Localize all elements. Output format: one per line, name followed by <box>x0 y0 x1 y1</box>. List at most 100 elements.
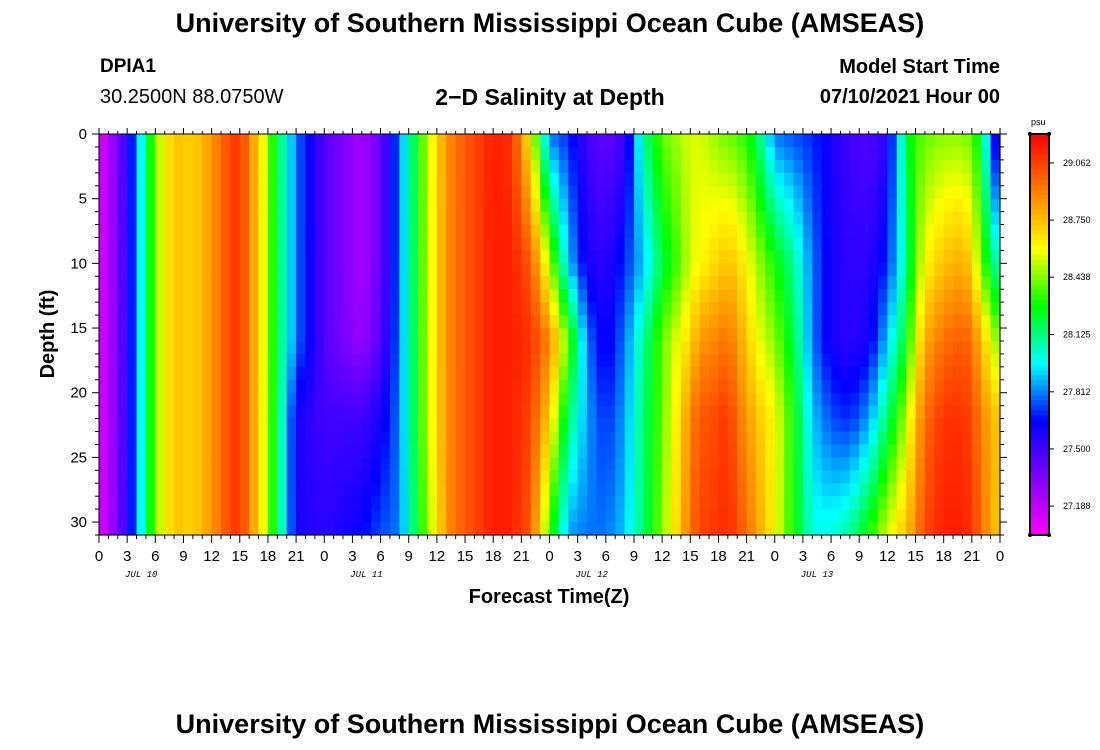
heatmap-cell <box>624 379 635 394</box>
heatmap-cell <box>633 134 644 148</box>
y-tick-label: 20 <box>70 385 87 402</box>
heatmap-cell <box>859 302 870 316</box>
heatmap-cell <box>249 146 260 161</box>
heatmap-cell <box>690 211 701 226</box>
heatmap-cell <box>465 134 476 148</box>
heatmap-cell <box>239 159 250 174</box>
heatmap-cell <box>699 457 710 471</box>
heatmap-cell <box>258 392 269 407</box>
heatmap-cell <box>924 431 935 446</box>
heatmap-cell <box>277 289 288 303</box>
heatmap-cell <box>380 431 391 446</box>
heatmap-cell <box>474 366 485 381</box>
heatmap-cell <box>652 172 663 187</box>
heatmap-cell <box>418 353 429 368</box>
heatmap-cell <box>117 418 128 433</box>
heatmap-cell <box>333 185 344 200</box>
heatmap-cell <box>408 353 419 368</box>
heatmap-cell <box>277 366 288 381</box>
heatmap-cell <box>906 379 917 394</box>
heatmap-cell <box>699 224 710 239</box>
heatmap-cell <box>183 172 194 187</box>
heatmap-cell <box>136 263 147 277</box>
heatmap-cell <box>436 237 447 252</box>
heatmap-cell <box>296 172 307 187</box>
heatmap-cell <box>117 457 128 471</box>
heatmap-cell <box>502 418 513 433</box>
colorbar-segment <box>1030 479 1049 486</box>
heatmap-cell <box>155 276 166 290</box>
footer-title: University of Southern Mississippi Ocean… <box>175 709 925 739</box>
heatmap-cell <box>990 250 1001 264</box>
heatmap-cell <box>145 418 156 433</box>
heatmap-cell <box>314 134 325 148</box>
heatmap-cell <box>389 483 400 497</box>
heatmap-cell <box>793 237 804 252</box>
heatmap-cell <box>267 159 278 174</box>
heatmap-cell <box>558 172 569 187</box>
heatmap-cell <box>943 340 954 355</box>
heatmap-cell <box>455 522 466 536</box>
heatmap-cell <box>127 483 138 497</box>
heatmap-cell <box>249 418 260 433</box>
heatmap-cell <box>258 250 269 264</box>
heatmap-cell <box>343 185 354 200</box>
heatmap-cell <box>249 509 260 523</box>
heatmap-cell <box>296 263 307 277</box>
heatmap-cell <box>549 250 560 264</box>
heatmap-cell <box>314 483 325 497</box>
heatmap-cell <box>624 250 635 264</box>
heatmap-cell <box>840 470 851 484</box>
heatmap-cell <box>558 146 569 161</box>
heatmap-cell <box>765 237 776 252</box>
heatmap-cell <box>183 211 194 226</box>
heatmap-cell <box>436 522 447 536</box>
heatmap-cell <box>906 198 917 213</box>
heatmap-cell <box>859 405 870 420</box>
heatmap-cell <box>446 172 457 187</box>
heatmap-cell <box>915 276 926 290</box>
heatmap-cell <box>474 444 485 458</box>
heatmap-cell <box>755 353 766 368</box>
heatmap-cell <box>427 211 438 226</box>
heatmap-cell <box>136 366 147 381</box>
heatmap-cell <box>145 237 156 252</box>
heatmap-cell <box>971 470 982 484</box>
heatmap-cell <box>868 185 879 200</box>
heatmap-cell <box>821 470 832 484</box>
heatmap-cell <box>324 198 335 213</box>
heatmap-cell <box>596 146 607 161</box>
heatmap-cell <box>831 470 842 484</box>
heatmap-cell <box>727 185 738 200</box>
heatmap-cell <box>943 237 954 252</box>
heatmap-cell <box>671 198 682 213</box>
heatmap-cell <box>202 159 213 174</box>
y-tick-label: 25 <box>70 449 87 466</box>
heatmap-cell <box>164 250 175 264</box>
heatmap-cell <box>127 224 138 239</box>
heatmap-cell <box>699 250 710 264</box>
heatmap-cell <box>296 289 307 303</box>
heatmap-cell <box>737 302 748 316</box>
heatmap-cell <box>465 366 476 381</box>
heatmap-cell <box>502 224 513 239</box>
heatmap-cell <box>371 483 382 497</box>
heatmap-cell <box>108 470 119 484</box>
heatmap-cell <box>418 302 429 316</box>
heatmap-cell <box>971 392 982 407</box>
heatmap-cell <box>802 340 813 355</box>
heatmap-cell <box>99 289 109 303</box>
colorbar-segment <box>1030 229 1049 235</box>
colorbar-tick-label: 27.812 <box>1063 387 1091 397</box>
heatmap-cell <box>305 405 316 420</box>
heatmap-cell <box>502 328 513 342</box>
heatmap-cell <box>305 250 316 264</box>
heatmap-cell <box>549 405 560 420</box>
heatmap-cell <box>558 366 569 381</box>
heatmap-cell <box>296 134 307 148</box>
heatmap-cell <box>408 522 419 536</box>
heatmap-cell <box>465 470 476 484</box>
heatmap-cell <box>953 353 964 368</box>
heatmap-cell <box>474 250 485 264</box>
heatmap-cell <box>305 328 316 342</box>
